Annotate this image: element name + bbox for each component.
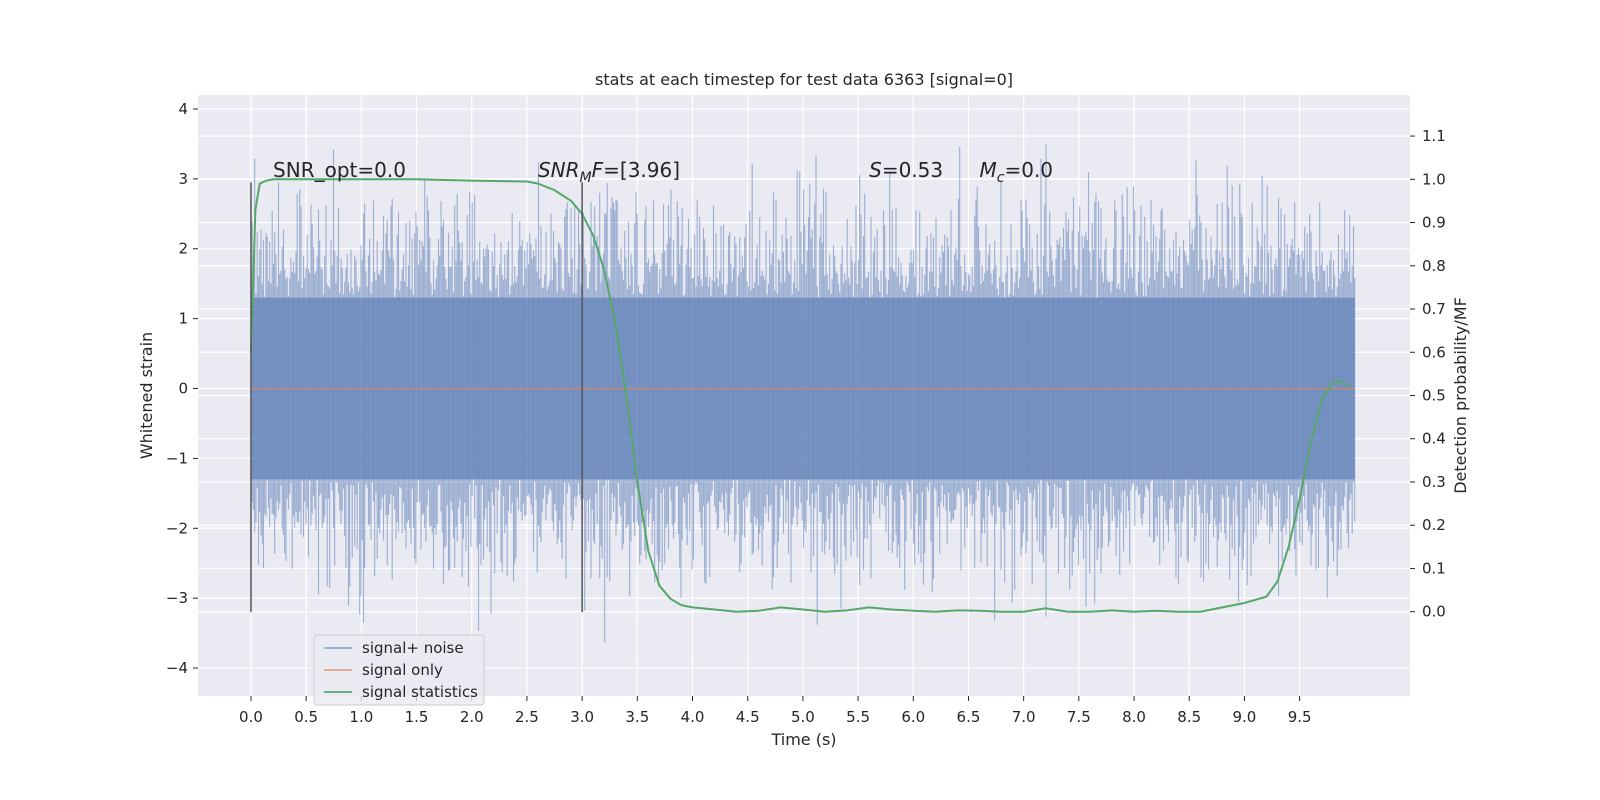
annotation-suffix: =0.53 bbox=[882, 158, 943, 182]
x-tick-label: 4.0 bbox=[681, 708, 705, 726]
x-tick-label: 8.5 bbox=[1177, 708, 1201, 726]
x-tick-label: 9.5 bbox=[1288, 708, 1312, 726]
annotation-prefix: M bbox=[980, 158, 997, 182]
annotation-text: S=0.53 bbox=[869, 158, 943, 182]
legend-entry: signal statistics bbox=[362, 683, 478, 701]
y2-tick-label: 0.4 bbox=[1422, 430, 1446, 448]
y2-tick-label: 0.2 bbox=[1422, 516, 1446, 534]
annotation-subscript: M bbox=[580, 170, 592, 186]
annotation-suffix: =0.0 bbox=[1004, 158, 1053, 182]
y-tick-label: −1 bbox=[166, 449, 188, 467]
tick-labels: 0.0 0.5 1.0 1.5 2.0 2.5 3.0 3.5 4.0 4.5 5.0 5.5 6.0 6… bbox=[166, 100, 1446, 726]
annotation-text: Mc=0.0 bbox=[980, 158, 1054, 186]
x-tick-label: 0.0 bbox=[239, 708, 263, 726]
y-tick-label: 0 bbox=[178, 380, 188, 398]
legend-entry: signal only bbox=[362, 661, 443, 679]
annotation-text: SNRMF=[3.96] bbox=[538, 158, 680, 186]
y2-tick-label: 1.0 bbox=[1422, 170, 1446, 188]
y-tick-label: −4 bbox=[166, 659, 188, 677]
x-tick-label: 1.5 bbox=[405, 708, 429, 726]
annotation-prefix: SNR_opt=0.0 bbox=[273, 158, 406, 182]
y2-tick-label: 0.7 bbox=[1422, 300, 1446, 318]
y-tick-label: 3 bbox=[178, 170, 188, 188]
y-axis-label: Whitened strain bbox=[137, 332, 156, 459]
y2-tick-label: 0.8 bbox=[1422, 257, 1446, 275]
annotation-value: =[3.96] bbox=[603, 158, 680, 182]
annotation-suffix: F bbox=[592, 158, 604, 182]
y2-axis-label: Detection probability/MF bbox=[1451, 297, 1470, 494]
y-tick-label: 1 bbox=[178, 310, 188, 328]
x-axis-label: Time (s) bbox=[770, 730, 836, 749]
annotation-subscript: c bbox=[997, 170, 1005, 186]
annotation-prefix: SNR bbox=[538, 158, 580, 182]
y-tick-label: −3 bbox=[166, 589, 188, 607]
vertical-markers bbox=[250, 182, 583, 613]
series-lines bbox=[250, 178, 1355, 613]
x-tick-label: 2.5 bbox=[515, 708, 539, 726]
x-tick-label: 3.5 bbox=[625, 708, 649, 726]
series-line-signal-statistics bbox=[250, 178, 1350, 613]
x-tick-label: 3.0 bbox=[570, 708, 594, 726]
x-tick-label: 4.5 bbox=[736, 708, 760, 726]
x-tick-label: 7.0 bbox=[1012, 708, 1036, 726]
annotations: SNR_opt=0.0 SNRMF=[3.96] S=0.53 Mc=0.0 bbox=[273, 158, 1053, 186]
legend-entry: signal+ noise bbox=[362, 639, 464, 657]
legend: signal+ noise signal only signal statistic… bbox=[313, 634, 485, 706]
legend-box bbox=[313, 634, 485, 706]
x-tick-label: 7.5 bbox=[1067, 708, 1091, 726]
y2-tick-label: 0.1 bbox=[1422, 559, 1446, 577]
y-tick-label: 2 bbox=[178, 240, 188, 258]
x-tick-label: 1.0 bbox=[349, 708, 373, 726]
y2-tick-label: 0.6 bbox=[1422, 343, 1446, 361]
x-tick-label: 5.5 bbox=[846, 708, 870, 726]
annotation-prefix: S bbox=[869, 158, 882, 182]
x-tick-label: 5.0 bbox=[791, 708, 815, 726]
y-tick-label: −2 bbox=[166, 519, 188, 537]
y2-tick-label: 1.1 bbox=[1422, 127, 1446, 145]
x-tick-label: 6.5 bbox=[957, 708, 981, 726]
x-tick-label: 0.5 bbox=[294, 708, 318, 726]
x-tick-label: 9.0 bbox=[1232, 708, 1256, 726]
y2-tick-label: 0.0 bbox=[1422, 603, 1446, 621]
x-tick-label: 8.0 bbox=[1122, 708, 1146, 726]
y2-tick-label: 0.9 bbox=[1422, 214, 1446, 232]
y-tick-label: 4 bbox=[178, 100, 188, 118]
annotation-text: SNR_opt=0.0 bbox=[273, 158, 406, 182]
y2-tick-label: 0.5 bbox=[1422, 387, 1446, 405]
x-tick-label: 2.0 bbox=[460, 708, 484, 726]
y2-tick-label: 0.3 bbox=[1422, 473, 1446, 491]
chart-title: stats at each timestep for test data 636… bbox=[595, 70, 1013, 89]
x-tick-label: 6.0 bbox=[901, 708, 925, 726]
